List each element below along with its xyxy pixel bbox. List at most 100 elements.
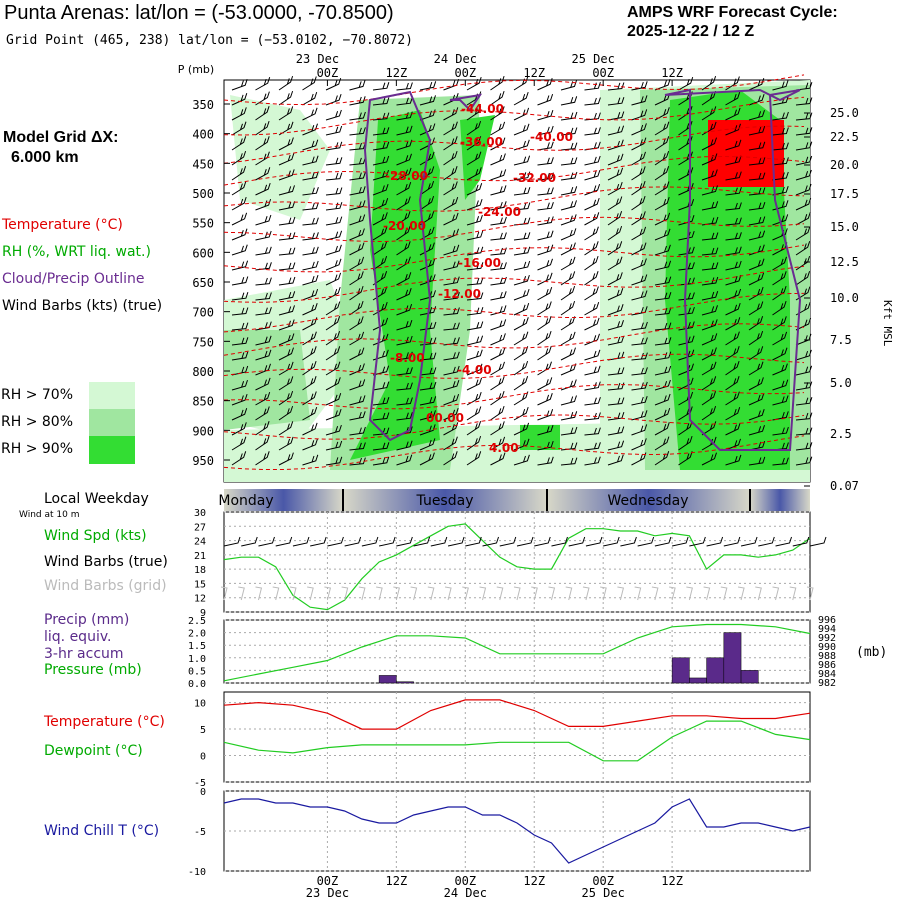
model-grid-info: Model Grid ΔX: 6.000 km bbox=[3, 128, 119, 168]
wind-barb bbox=[537, 244, 554, 256]
wind-barb bbox=[372, 255, 388, 271]
wind-barb bbox=[607, 367, 625, 376]
wind-barb bbox=[325, 377, 341, 391]
bottom-time-tick-label: 00Z bbox=[592, 874, 614, 888]
surface-wind-barb bbox=[275, 536, 293, 547]
wind-barb bbox=[607, 454, 624, 466]
legend-wind: Wind Barbs (kts) (true) bbox=[2, 298, 163, 314]
wind-speed-panel-tick-label: 30 bbox=[194, 508, 206, 519]
pressure-tick-label: 550 bbox=[192, 217, 214, 231]
wind-barb bbox=[325, 187, 343, 196]
wind-barb bbox=[701, 390, 717, 406]
wind-barb bbox=[725, 217, 742, 226]
wind-barb bbox=[349, 316, 364, 331]
wind-barb bbox=[255, 377, 271, 391]
wind-barb bbox=[396, 196, 411, 211]
wind-barb bbox=[325, 361, 341, 376]
wind-barb bbox=[466, 421, 482, 436]
wind-barb bbox=[278, 333, 295, 346]
legend-cloud: Cloud/Precip Outline bbox=[2, 271, 145, 287]
pressure-right-tick-label: 994 bbox=[818, 624, 836, 635]
wind-barb bbox=[396, 241, 411, 256]
surface-wind-barb bbox=[241, 536, 258, 547]
temperature-panel-tick-label: 5 bbox=[200, 725, 206, 736]
wind-barb bbox=[701, 121, 717, 136]
wind-barb bbox=[419, 438, 436, 451]
wind-barb bbox=[372, 241, 388, 256]
wind-barb bbox=[302, 288, 319, 301]
wind-barb bbox=[513, 317, 529, 331]
wind-barb bbox=[631, 242, 647, 256]
wind-barb bbox=[513, 232, 531, 241]
wind-barb bbox=[560, 363, 577, 376]
wind-barb bbox=[678, 76, 694, 91]
legend-rh: RH (%, WRT liq. wat.) bbox=[2, 244, 151, 260]
wind-barb bbox=[631, 424, 648, 436]
wind-barb bbox=[396, 367, 413, 376]
wind-barb bbox=[419, 352, 437, 361]
grid-wind-barb bbox=[427, 586, 435, 601]
wind-barb bbox=[278, 247, 296, 256]
wind-barb bbox=[631, 137, 647, 151]
model-grid-label: Model Grid ΔX: bbox=[3, 129, 119, 146]
wind-barb bbox=[255, 307, 272, 316]
wind-barb bbox=[795, 141, 813, 151]
wind-barb bbox=[584, 349, 601, 361]
wind-barb bbox=[325, 109, 342, 121]
surface-wind-barb bbox=[620, 536, 637, 547]
wind-barb bbox=[443, 136, 458, 151]
temperature-line bbox=[223, 699, 811, 730]
wind-barb bbox=[748, 258, 765, 271]
wind-speed-panel-tick-label: 21 bbox=[194, 551, 206, 562]
temperature-label: -20.00 bbox=[383, 219, 426, 233]
wind-barb bbox=[278, 376, 294, 391]
wind-barb bbox=[466, 183, 483, 196]
wind-barb bbox=[419, 452, 435, 466]
wind-barb bbox=[537, 330, 552, 346]
pressure-tick-label: 900 bbox=[192, 424, 214, 438]
wind-barb bbox=[325, 157, 343, 166]
wind-barb bbox=[584, 255, 599, 271]
wind-barb bbox=[231, 408, 248, 421]
wind-barb bbox=[490, 361, 505, 376]
wind-barb bbox=[795, 97, 813, 106]
wind-barb bbox=[278, 262, 296, 271]
wind-barb bbox=[349, 228, 365, 241]
wind-barb bbox=[513, 288, 530, 301]
pressure-tick-label: 800 bbox=[192, 365, 214, 379]
temperature-label: -44.00 bbox=[461, 102, 504, 116]
grid-wind-barb bbox=[737, 586, 745, 601]
wind-barb bbox=[795, 212, 811, 226]
grid-wind-barb bbox=[410, 586, 418, 601]
surface-wind-barb bbox=[654, 536, 672, 547]
top-date-label: 23 Dec bbox=[296, 52, 339, 66]
wind-barb bbox=[772, 256, 787, 271]
pressure-right-tick-label: 990 bbox=[818, 642, 836, 653]
surface-wind-barb bbox=[706, 536, 724, 547]
wind-barb bbox=[537, 456, 554, 466]
precip-bar bbox=[671, 657, 690, 684]
wind-barb bbox=[490, 452, 506, 466]
grid-wind-barb bbox=[789, 586, 797, 601]
wind-barb bbox=[725, 274, 742, 286]
wind-barb bbox=[631, 274, 648, 286]
wind-barb bbox=[490, 232, 507, 241]
wind-barb bbox=[513, 376, 529, 391]
legend-temperature: Temperature (°C) bbox=[2, 217, 123, 233]
wind-barb bbox=[772, 316, 787, 331]
wind-barb bbox=[419, 424, 436, 436]
grid-wind-barb bbox=[669, 586, 676, 601]
wind-barb bbox=[560, 142, 578, 151]
grid-wind-barb bbox=[531, 586, 538, 601]
wind-barb bbox=[631, 258, 647, 271]
wind-barb bbox=[795, 197, 812, 211]
cloud-outline-2 bbox=[449, 93, 483, 112]
wind-barb bbox=[349, 127, 366, 136]
wind-barb bbox=[725, 171, 742, 181]
wind-barb bbox=[443, 121, 458, 136]
surface-wind-barb bbox=[585, 536, 603, 547]
wind-barb bbox=[396, 225, 411, 241]
wind-barb bbox=[372, 456, 390, 466]
wind-barb bbox=[748, 377, 764, 391]
wind-barb bbox=[584, 82, 601, 91]
